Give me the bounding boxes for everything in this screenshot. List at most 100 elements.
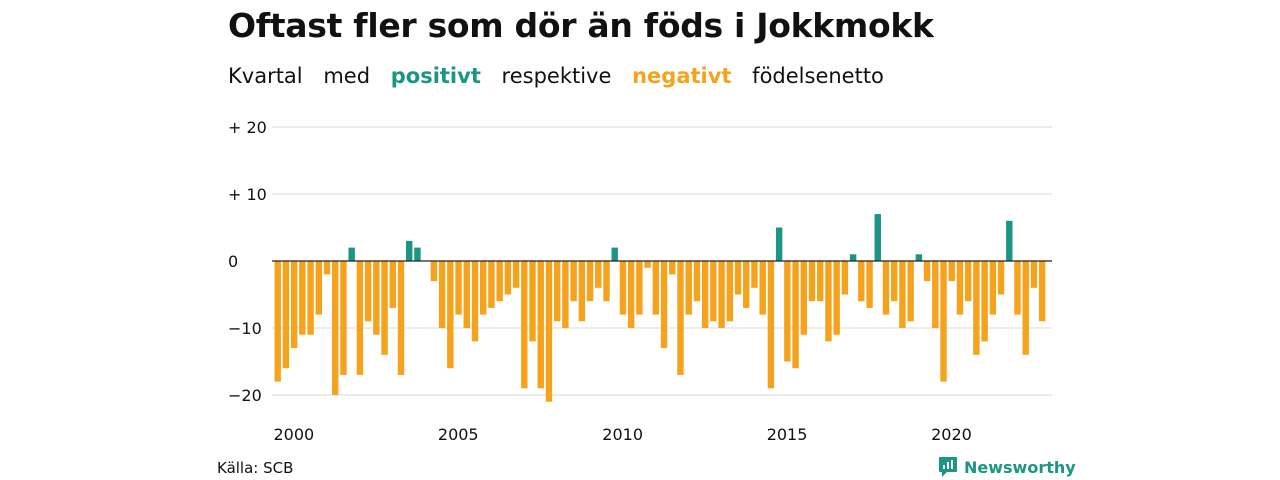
bar-negative bbox=[792, 261, 799, 369]
bar-negative bbox=[323, 261, 331, 275]
bar-negative bbox=[693, 261, 701, 302]
chart-subtitle: Kvartal med positivt respektive negativt… bbox=[228, 64, 898, 88]
bar-negative bbox=[619, 261, 627, 315]
subtitle-word-respektive: respektive bbox=[501, 64, 612, 88]
bar-negative bbox=[817, 261, 824, 302]
bar-negative bbox=[364, 261, 372, 322]
bar-negative bbox=[660, 261, 668, 349]
bar-positive bbox=[406, 240, 413, 261]
bar-negative bbox=[800, 261, 807, 335]
bar-negative bbox=[340, 261, 347, 375]
bar-negative bbox=[989, 261, 997, 315]
bar-negative bbox=[636, 261, 643, 315]
bar-negative bbox=[923, 261, 931, 282]
x-tick-label: 2005 bbox=[438, 425, 479, 444]
bar-negative bbox=[488, 261, 495, 308]
bar-negative bbox=[521, 261, 528, 389]
x-tick-label: 2000 bbox=[274, 425, 315, 444]
source-note: Källa: SCB bbox=[217, 459, 294, 477]
bar-negative bbox=[545, 261, 553, 402]
bar-negative bbox=[718, 261, 725, 328]
bar-negative bbox=[940, 261, 947, 382]
bar-negative bbox=[932, 261, 939, 328]
x-tick-label: 2020 bbox=[931, 425, 972, 444]
bar-positive bbox=[414, 247, 421, 261]
bar-negative bbox=[808, 261, 816, 302]
bar-negative bbox=[553, 261, 561, 322]
bar-negative bbox=[1030, 261, 1038, 288]
subtitle-word-kvartal: Kvartal bbox=[228, 64, 303, 88]
bar-negative bbox=[751, 261, 758, 288]
bar-negative bbox=[381, 261, 388, 355]
bar-negative bbox=[290, 261, 298, 349]
bar-negative bbox=[956, 261, 964, 315]
newsworthy-logo-icon bbox=[939, 457, 957, 477]
bar-negative bbox=[891, 261, 898, 302]
bar-negative bbox=[652, 261, 660, 315]
x-tick-label: 2010 bbox=[602, 425, 643, 444]
bar-negative bbox=[595, 261, 602, 288]
bar-negative bbox=[603, 261, 610, 302]
newsworthy-brand[interactable]: Newsworthy bbox=[938, 456, 1076, 478]
bar-negative bbox=[307, 261, 314, 335]
bar-positive bbox=[775, 227, 783, 261]
bar-negative bbox=[784, 261, 791, 362]
bar-positive bbox=[348, 247, 355, 261]
bar-negative bbox=[644, 261, 651, 268]
legend-negative-label: negativt bbox=[632, 64, 732, 88]
bar-negative bbox=[899, 261, 906, 328]
bar-negative bbox=[734, 261, 742, 295]
bar-negative bbox=[907, 261, 914, 322]
bar-negative bbox=[841, 261, 849, 295]
bar-positive bbox=[874, 214, 881, 261]
bar-negative bbox=[759, 261, 766, 315]
bar-negative bbox=[825, 261, 832, 342]
bar-negative bbox=[710, 261, 717, 322]
bar-negative bbox=[833, 261, 840, 335]
bar-negative bbox=[578, 261, 586, 322]
y-tick-label: −20 bbox=[228, 386, 262, 405]
subtitle-word-fodelsenetto: födelsenetto bbox=[752, 64, 884, 88]
legend-positive-label: positivt bbox=[390, 64, 481, 88]
bar-negative bbox=[463, 261, 470, 328]
bar-negative bbox=[743, 261, 750, 308]
bar-negative bbox=[397, 261, 405, 375]
bar-negative bbox=[1022, 261, 1029, 355]
bar-negative bbox=[356, 261, 364, 375]
bar-negative bbox=[471, 261, 479, 342]
bar-negative bbox=[480, 261, 487, 315]
bar-negative bbox=[529, 261, 536, 342]
bar-negative bbox=[882, 261, 890, 315]
bar-negative bbox=[701, 261, 709, 328]
bar-negative bbox=[389, 261, 396, 308]
bar-negative bbox=[1014, 261, 1021, 315]
bar-negative bbox=[767, 261, 775, 389]
subtitle-word-med: med bbox=[323, 64, 371, 88]
bar-positive bbox=[1006, 220, 1013, 261]
y-tick-label: −10 bbox=[228, 319, 262, 338]
bar-negative bbox=[504, 261, 512, 295]
y-tick-label: + 20 bbox=[228, 118, 267, 137]
bar-positive bbox=[915, 254, 923, 261]
bar-positive bbox=[611, 247, 618, 261]
bar-negative bbox=[627, 261, 635, 328]
bar-negative bbox=[981, 261, 988, 342]
bar-negative bbox=[373, 261, 380, 335]
bar-negative bbox=[964, 261, 972, 302]
bar-negative bbox=[274, 261, 281, 382]
bar-negative bbox=[438, 261, 446, 328]
bar-negative bbox=[997, 261, 1005, 295]
y-tick-label: 0 bbox=[228, 252, 238, 271]
y-tick-label: + 10 bbox=[228, 185, 267, 204]
bar-negative bbox=[512, 261, 520, 288]
bar-negative bbox=[677, 261, 684, 375]
chart-title: Oftast fler som dör än föds i Jokkmokk bbox=[228, 6, 934, 45]
bar-negative bbox=[586, 261, 594, 302]
bar-negative bbox=[570, 261, 577, 302]
bar-negative bbox=[299, 261, 306, 335]
bar-negative bbox=[669, 261, 676, 275]
bar-negative bbox=[685, 261, 692, 315]
bar-negative bbox=[455, 261, 462, 315]
bar-negative bbox=[948, 261, 955, 282]
